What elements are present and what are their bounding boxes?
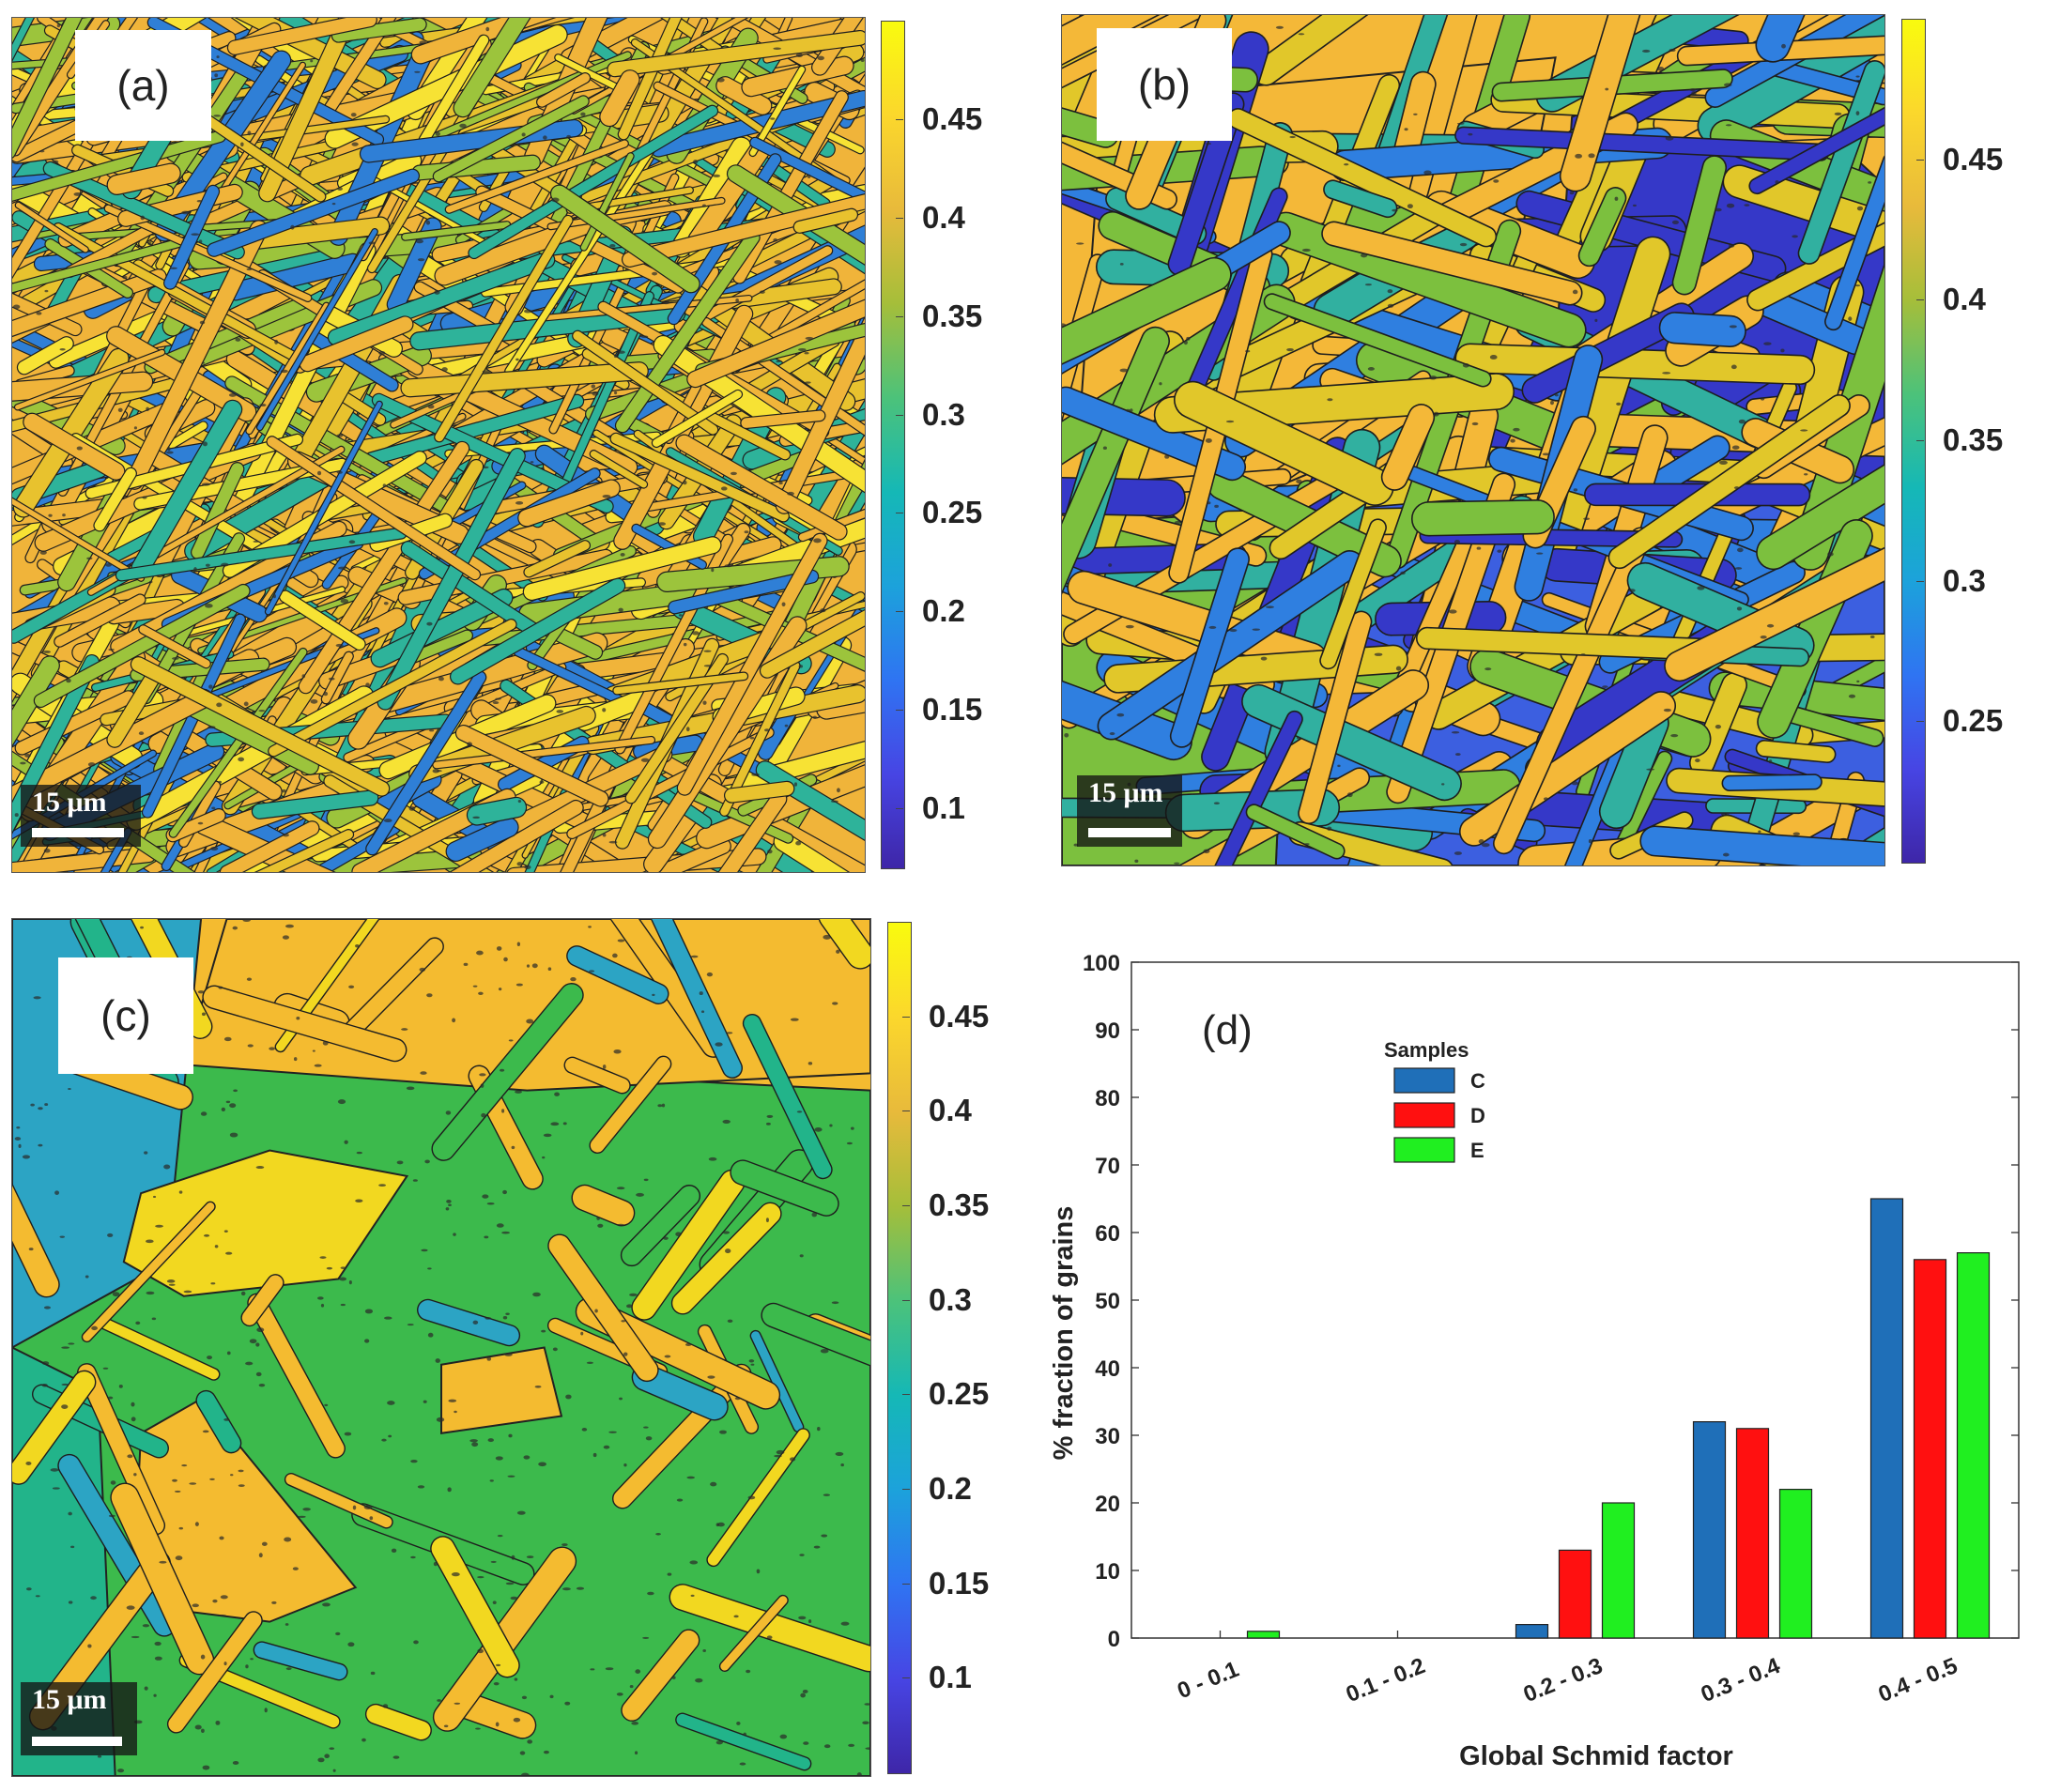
panel-a-label: (a): [75, 30, 211, 141]
colorbar-a-tick: 0.1: [922, 790, 965, 826]
colorbar-a-tick: 0.25: [922, 495, 983, 530]
colorbar-b-tick: 0.4: [1943, 282, 1986, 317]
bar-C-0.3-0.4: [1692, 1420, 1727, 1639]
y-tick-label: 60: [1095, 1221, 1120, 1247]
y-tick-label: 10: [1095, 1559, 1120, 1585]
y-tick-label: 50: [1095, 1289, 1120, 1314]
colorbar-c-tickmark: [902, 1489, 910, 1490]
colorbar-c-tick: 0.15: [929, 1565, 990, 1601]
x-tick-label: 0.2 - 0.3: [1520, 1653, 1607, 1708]
bar-E-0.2-0.3: [1601, 1502, 1636, 1639]
legend-label-E: E: [1470, 1139, 1484, 1162]
legend-swatch-E: [1393, 1137, 1455, 1163]
plot-area: 0 10 20 30 40 50 60 70 80 90 100 0 - 0.1 0.1 - 0.2 0.…: [1083, 951, 2020, 1708]
y-tick-label: 100: [1083, 951, 1120, 976]
colorbar-a-tick: 0.3: [922, 396, 965, 432]
scale-bar-a-label: 15 μm: [32, 787, 107, 818]
bar-D-0.2-0.3: [1558, 1549, 1592, 1639]
colorbar-a-tick: 0.15: [922, 692, 983, 728]
y-tick-label: 0: [1108, 1627, 1120, 1652]
scale-bar-a-line: [32, 828, 124, 837]
y-axis-label: % fraction of grains: [1052, 1206, 1079, 1461]
colorbar-b-tickmark: [1916, 580, 1924, 582]
colorbar-a-tickmark: [896, 710, 903, 712]
colorbar-b-tickmark: [1916, 299, 1924, 301]
colorbar-a-tickmark: [896, 315, 903, 317]
scale-bar-c-line: [32, 1737, 122, 1746]
x-tick-label: 0 - 0.1: [1174, 1657, 1242, 1705]
schmid-factor-bar-chart: 0 10 20 30 40 50 60 70 80 90 100 0 - 0.1 0.1 - 0.2 0.…: [1052, 951, 2020, 1771]
y-tick-label: 80: [1095, 1086, 1120, 1111]
colorbar-c-tickmark: [902, 1110, 910, 1112]
colorbar-a-tickmark: [896, 414, 903, 416]
scale-bar-c: 15 μm: [21, 1682, 137, 1755]
colorbar-b-tickmark: [1916, 721, 1924, 723]
y-tick-label: 20: [1095, 1492, 1120, 1517]
legend-swatch-C: [1393, 1067, 1455, 1094]
colorbar-c: [887, 922, 912, 1774]
bar-E-0.4-0.5: [1956, 1252, 1991, 1639]
colorbar-a-tick: 0.2: [922, 593, 965, 629]
x-tick-label: 0.1 - 0.2: [1343, 1653, 1429, 1708]
colorbar-c-tick: 0.3: [929, 1281, 972, 1317]
legend-label-C: C: [1470, 1069, 1485, 1093]
bar-C-0.4-0.5: [1869, 1198, 1904, 1639]
colorbar-b-tick: 0.25: [1943, 703, 2004, 739]
y-tick-label: 70: [1095, 1154, 1120, 1179]
scale-bar-b-line: [1088, 828, 1171, 837]
x-tick-label: 0.3 - 0.4: [1698, 1653, 1784, 1708]
colorbar-a-tick: 0.35: [922, 298, 983, 333]
colorbar-a-tickmark: [896, 808, 903, 810]
colorbar-c-tick: 0.25: [929, 1376, 990, 1412]
bar-C-0.2-0.3: [1515, 1623, 1549, 1639]
scale-bar-b: 15 μm: [1077, 775, 1182, 847]
scale-bar-c-label: 15 μm: [32, 1684, 107, 1715]
colorbar-c-tickmark: [902, 1016, 910, 1018]
colorbar-b-tick: 0.35: [1943, 422, 2004, 457]
colorbar-b-tickmark: [1916, 440, 1924, 441]
legend-swatch-D: [1393, 1102, 1455, 1128]
panel-d-label: (d): [1202, 1007, 1253, 1053]
panel-b-label: (b): [1097, 28, 1232, 141]
bar-E-0-0.1: [1246, 1631, 1281, 1639]
legend-label-D: D: [1470, 1104, 1485, 1127]
legend-title: Samples: [1384, 1038, 1469, 1062]
schmid-map-b: [1061, 14, 1885, 866]
panel-c-label: (c): [58, 957, 193, 1074]
colorbar-a: [881, 21, 905, 869]
y-tick-label: 90: [1095, 1019, 1120, 1044]
scale-bar-a: 15 μm: [21, 785, 141, 847]
y-tick-label: 30: [1095, 1424, 1120, 1449]
bar-D-0.3-0.4: [1735, 1428, 1770, 1639]
colorbar-c-tickmark: [902, 1394, 910, 1396]
x-tick-label: 0.4 - 0.5: [1875, 1653, 1961, 1708]
x-axis-label: Global Schmid factor: [1459, 1741, 1733, 1771]
bar-D-0.4-0.5: [1913, 1259, 1947, 1639]
colorbar-b-tickmark: [1916, 159, 1924, 161]
colorbar-a-tick: 0.45: [922, 100, 983, 136]
schmid-map-a: [11, 17, 866, 873]
colorbar-b-tick: 0.45: [1943, 141, 2004, 176]
colorbar-b: [1901, 19, 1926, 864]
colorbar-a-tickmark: [896, 611, 903, 613]
colorbar-a-tick: 0.4: [922, 199, 965, 235]
colorbar-c-tickmark: [902, 1677, 910, 1679]
colorbar-c-tick: 0.1: [929, 1660, 972, 1695]
legend: Samples CDE: [1384, 1038, 1485, 1163]
colorbar-c-tick: 0.4: [929, 1093, 972, 1128]
colorbar-c-tick: 0.35: [929, 1187, 990, 1222]
colorbar-c-tick: 0.45: [929, 998, 990, 1034]
scale-bar-b-label: 15 μm: [1088, 777, 1163, 808]
colorbar-c-tickmark: [902, 1299, 910, 1301]
colorbar-c-tickmark: [902, 1205, 910, 1206]
colorbar-b-tick: 0.3: [1943, 562, 1986, 598]
colorbar-c-tickmark: [902, 1583, 910, 1585]
bar-E-0.3-0.4: [1778, 1488, 1813, 1639]
colorbar-a-tickmark: [896, 118, 903, 120]
y-tick-label: 40: [1095, 1356, 1120, 1382]
colorbar-a-tickmark: [896, 217, 903, 219]
colorbar-c-tick: 0.2: [929, 1471, 972, 1506]
schmid-map-c: [11, 918, 871, 1777]
